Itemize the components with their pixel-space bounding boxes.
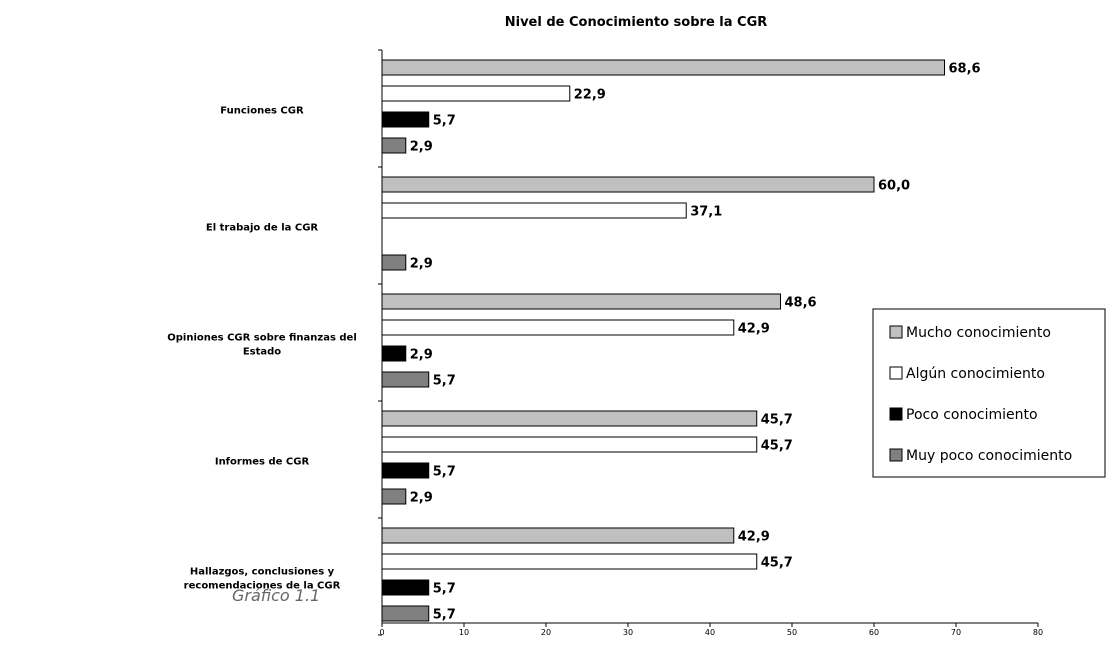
- legend-label: Algún conocimiento: [906, 366, 1045, 382]
- bar: [382, 60, 945, 75]
- legend-swatch: [890, 326, 902, 338]
- bar: [382, 203, 686, 218]
- data-label: 2,9: [410, 491, 433, 506]
- bar: [382, 411, 757, 426]
- category-label: Funciones CGR: [220, 106, 304, 117]
- bar: [382, 554, 757, 569]
- bar: [382, 346, 406, 361]
- legend-label: Mucho conocimiento: [906, 325, 1051, 341]
- x-tick-label: 50: [787, 628, 797, 637]
- data-label: 5,7: [433, 582, 456, 597]
- x-tick-label: 0: [379, 628, 384, 637]
- data-label: 5,7: [433, 114, 456, 129]
- legend-label: Muy poco conocimiento: [906, 448, 1072, 464]
- chart-title: Nivel de Conocimiento sobre la CGR: [505, 15, 768, 30]
- data-label: 48,6: [785, 296, 817, 311]
- bar: [382, 580, 429, 595]
- legend-swatch: [890, 449, 902, 461]
- bar: [382, 489, 406, 504]
- bar: [382, 255, 406, 270]
- legend-swatch: [890, 408, 902, 420]
- bar: [382, 177, 874, 192]
- bar: [382, 463, 429, 478]
- data-label: 45,7: [761, 556, 793, 571]
- x-tick-label: 60: [869, 628, 879, 637]
- data-label: 60,0: [878, 179, 910, 194]
- x-tick-label: 80: [1033, 628, 1043, 637]
- data-label: 42,9: [738, 322, 770, 337]
- data-label: 37,1: [690, 205, 722, 220]
- x-tick-label: 10: [459, 628, 469, 637]
- bar: [382, 437, 757, 452]
- bar: [382, 138, 406, 153]
- bar: [382, 320, 734, 335]
- data-label: 68,6: [949, 62, 981, 77]
- data-label: 2,9: [410, 140, 433, 155]
- bar: [382, 372, 429, 387]
- x-tick-label: 20: [541, 628, 551, 637]
- x-tick-label: 30: [623, 628, 633, 637]
- bars: [382, 60, 945, 621]
- bar: [382, 86, 570, 101]
- x-tick-label: 40: [705, 628, 715, 637]
- bar: [382, 528, 734, 543]
- data-label: 5,7: [433, 608, 456, 623]
- data-label: 45,7: [761, 413, 793, 428]
- bar: [382, 112, 429, 127]
- bar: [382, 606, 429, 621]
- data-label: 5,7: [433, 465, 456, 480]
- data-label: 2,9: [410, 257, 433, 272]
- category-label: El trabajo de la CGR: [206, 223, 319, 234]
- figure-caption: Gráfico 1.1: [232, 586, 320, 605]
- bar: [382, 294, 781, 309]
- category-label: Opiniones CGR sobre finanzas del Estado: [167, 333, 357, 358]
- data-label: 42,9: [738, 530, 770, 545]
- x-tick-label: 70: [951, 628, 961, 637]
- data-label: 2,9: [410, 348, 433, 363]
- data-label: 5,7: [433, 374, 456, 389]
- category-labels: Funciones CGR El trabajo de la CGR Opinion…: [167, 106, 357, 592]
- data-label: 22,9: [574, 88, 606, 103]
- legend-label: Poco conocimiento: [906, 407, 1038, 423]
- legend: Mucho conocimiento Algún conocimiento Poco…: [873, 309, 1105, 477]
- data-label: 45,7: [761, 439, 793, 454]
- category-label: Informes de CGR: [215, 457, 310, 468]
- legend-swatch: [890, 367, 902, 379]
